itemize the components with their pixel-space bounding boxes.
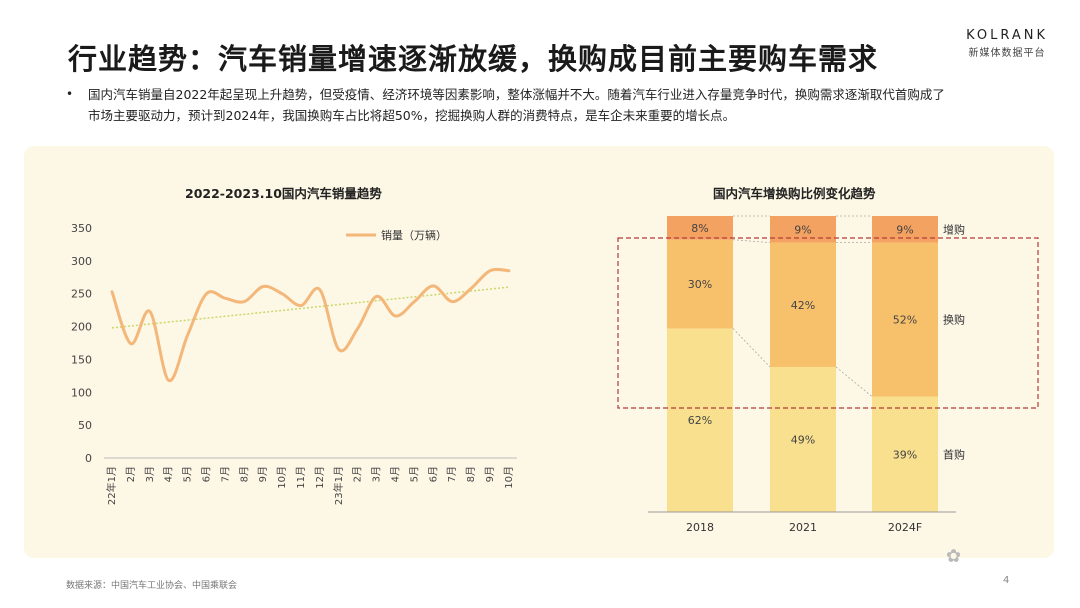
bar-value-label: 39%	[893, 448, 917, 461]
bar-chart-title: 国内汽车增换购比例变化趋势	[713, 186, 876, 201]
x-tick-label: 4月	[163, 466, 175, 482]
bar-value-label: 49%	[791, 433, 815, 446]
series-name-label: 首购	[943, 447, 965, 461]
x-tick-label: 5月	[182, 466, 194, 482]
x-tick-label: 6月	[201, 466, 213, 482]
y-tick-label: 150	[71, 353, 92, 366]
y-tick-label: 350	[71, 222, 92, 235]
data-point	[205, 292, 208, 295]
data-point	[394, 315, 397, 318]
series-name-label: 换购	[943, 313, 965, 327]
data-point	[507, 269, 510, 272]
line-chart-title: 2022-2023.10国内汽车销量趋势	[185, 186, 382, 201]
bar-segment	[872, 396, 938, 512]
y-tick-label: 200	[71, 321, 92, 334]
x-tick-label: 10月	[276, 466, 288, 489]
data-point	[186, 334, 189, 337]
series-name-label: 增购	[943, 222, 965, 236]
series-line-sales	[110, 267, 511, 382]
x-tick-label: 4月	[390, 466, 402, 482]
connector-line	[835, 366, 873, 397]
x-tick-label: 2月	[125, 466, 137, 482]
data-point	[318, 288, 321, 291]
data-point	[148, 310, 151, 313]
bar-value-label: 9%	[794, 223, 811, 236]
y-tick-label: 50	[78, 419, 92, 432]
summary-line-2: 市场主要驱动力，预计到2024年，我国换购车占比将超50%，挖掘换购人群的消费特…	[88, 108, 736, 123]
x-tick-label: 5月	[408, 466, 420, 482]
x-tick-label: 12月	[314, 466, 326, 489]
bar-segment	[770, 366, 836, 512]
x-tick-label: 8月	[465, 466, 477, 482]
data-point	[432, 284, 435, 287]
y-tick-label: 100	[71, 386, 92, 399]
watermark-logo: ✿	[946, 546, 962, 567]
x-tick-label: 7月	[219, 466, 231, 482]
page-number: 4	[1003, 575, 1010, 586]
x-tick-label: 22年1月	[105, 466, 118, 505]
data-point	[451, 300, 454, 303]
data-point	[470, 287, 473, 290]
bullet-icon: •	[66, 87, 74, 101]
data-point	[129, 342, 132, 345]
y-tick-label: 0	[85, 452, 92, 465]
data-point	[300, 304, 303, 307]
x-tick-label: 3月	[371, 466, 383, 482]
summary-line-1: 国内汽车销量自2022年起呈现上升趋势，但受疫情、经济环境等因素影响，整体涨幅并…	[88, 87, 945, 102]
data-point	[281, 292, 284, 295]
y-tick-label: 250	[71, 288, 92, 301]
data-point	[337, 348, 340, 351]
bar-segment	[770, 242, 836, 367]
source-note: 数据来源：中国汽车工业协会、中国乘联会	[66, 581, 238, 591]
data-point	[224, 297, 227, 300]
summary-bullet: • 国内汽车销量自2022年起呈现上升趋势，但受疫情、经济环境等因素影响，整体涨…	[66, 84, 1026, 126]
bar-segment	[667, 239, 733, 329]
brand-subtitle: 新媒体数据平台	[968, 48, 1046, 59]
legend-label: 销量（万辆）	[381, 228, 447, 242]
data-point	[489, 269, 492, 272]
x-tick-label: 9月	[484, 466, 496, 482]
x-tick-label: 6月	[427, 466, 439, 482]
x-tick-label: 9月	[257, 466, 269, 482]
bar-segment	[872, 242, 938, 397]
data-point	[356, 327, 359, 330]
x-tick-label: 7月	[446, 466, 458, 482]
category-label: 2018	[686, 521, 714, 534]
category-label: 2024F	[888, 521, 922, 534]
x-tick-label: 8月	[238, 466, 250, 482]
data-point	[111, 290, 114, 293]
x-tick-label: 3月	[144, 466, 156, 482]
bar-segment	[667, 216, 733, 240]
data-point	[262, 285, 265, 288]
data-point	[167, 379, 170, 382]
x-tick-label: 2月	[352, 466, 364, 482]
brand-name: KOLRANK	[966, 28, 1048, 43]
bar-value-label: 62%	[688, 414, 712, 427]
x-tick-label: 10月	[503, 466, 515, 489]
bar-value-label: 8%	[691, 222, 708, 235]
connector-line	[732, 239, 771, 244]
bar-value-label: 9%	[896, 223, 913, 236]
bar-value-label: 52%	[893, 314, 917, 327]
x-tick-label: 11月	[295, 466, 307, 489]
data-point	[413, 300, 416, 303]
bar-value-label: 30%	[688, 278, 712, 291]
data-point	[243, 300, 246, 303]
x-tick-label: 23年1月	[332, 466, 345, 505]
bar-segment	[667, 328, 733, 512]
highlight-box	[617, 237, 1039, 409]
connector-line	[732, 328, 771, 368]
y-tick-label: 300	[71, 255, 92, 268]
page-title: 行业趋势：汽车销量增速逐渐放缓，换购成目前主要购车需求	[68, 42, 879, 76]
bar-value-label: 42%	[791, 299, 815, 312]
brand-logo: KOLRANK 新媒体数据平台	[966, 28, 1048, 59]
category-label: 2021	[789, 521, 817, 534]
data-point	[375, 295, 378, 298]
